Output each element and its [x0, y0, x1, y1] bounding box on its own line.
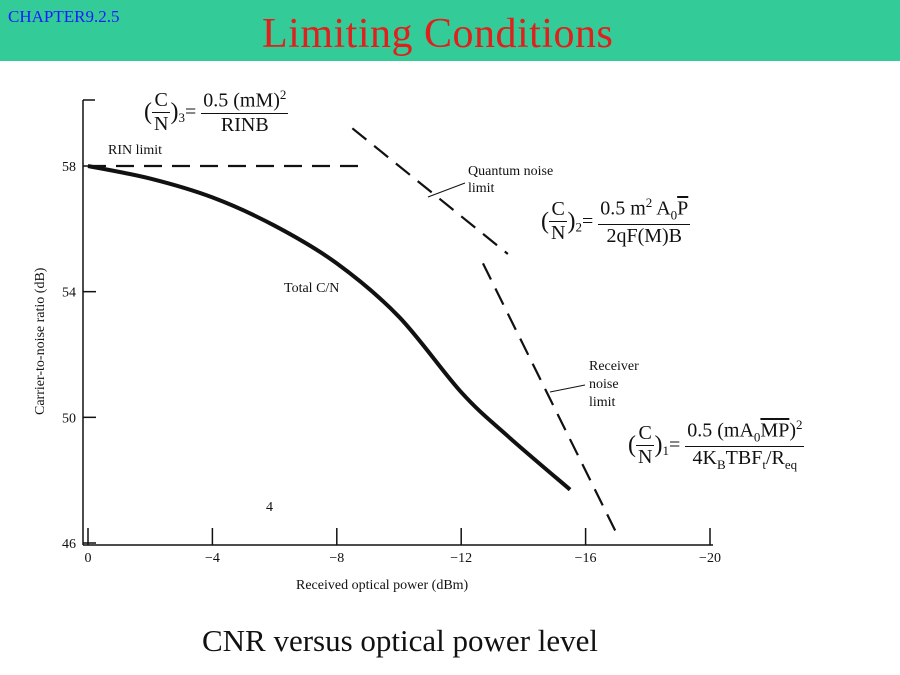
- figure-caption: CNR versus optical power level: [201, 623, 599, 658]
- cn-numerator: C: [152, 89, 171, 113]
- cn-denominator: N: [551, 222, 566, 245]
- rin-numerator: 0.5 (mM)2: [201, 87, 289, 114]
- formula-subscript: 3: [178, 109, 185, 125]
- receiver-noise-limit-line: [481, 262, 618, 535]
- y-axis-label: Carrier-to-noise ratio (dB): [33, 267, 48, 415]
- receiver-den-a: 4K: [692, 446, 717, 469]
- open-paren: (: [541, 208, 549, 235]
- close-paren: ): [654, 431, 663, 458]
- x-tick-label: −8: [329, 551, 344, 566]
- x-axis-label: Received optical power (dBm): [296, 578, 469, 593]
- y-tick-label: 54: [62, 286, 76, 301]
- receiver-den-sub2: t: [762, 456, 766, 472]
- equals-sign: =: [581, 210, 594, 233]
- cn-denominator: N: [638, 445, 653, 468]
- receiver-den-c: /R: [765, 446, 785, 469]
- formula-receiver: (C N)1= 0.5 (mA0MP)2 4KBTBFt/Req: [628, 417, 805, 473]
- quantum-num-a: 0.5 m: [600, 197, 646, 220]
- receiver-numerator: 0.5 (mA0MP)2: [685, 417, 805, 447]
- quantum-numerator: 0.5 m2 A0P: [598, 195, 691, 225]
- receiver-num-c: ): [789, 419, 796, 442]
- open-paren: (: [628, 431, 636, 458]
- receiver-leader-line: [549, 384, 586, 393]
- x-tick-label: −20: [699, 551, 721, 566]
- quantum-label-line1: Quantum noise: [468, 164, 553, 179]
- y-tick-label: 50: [62, 411, 76, 426]
- header-banner: [0, 0, 900, 61]
- receiver-num-sup: 2: [795, 417, 803, 432]
- total-c-n-line: [87, 164, 572, 492]
- total-cn-label: Total C/N: [284, 281, 339, 296]
- receiver-den-sub3: eq: [784, 456, 798, 472]
- quantum-num-power: P: [677, 197, 689, 220]
- rin-limit-label: RIN limit: [108, 143, 162, 158]
- formula-quantum: (C N)2= 0.5 m2 A0P 2qF(M)B: [541, 195, 691, 248]
- receiver-denominator: 4KBTBFt/Req: [685, 447, 804, 473]
- rin-denominator: RINB: [220, 113, 269, 136]
- quantum-num-sup: 2: [645, 195, 653, 210]
- y-tick-label: 46: [62, 537, 76, 552]
- equals-sign: =: [668, 433, 681, 456]
- receiver-label-line2: noise: [589, 377, 619, 392]
- receiver-num-sub: 0: [753, 429, 761, 445]
- formula-subscript: 2: [575, 219, 582, 235]
- close-paren: ): [170, 98, 179, 125]
- chapter-label: CHAPTER9.2.5: [8, 7, 120, 26]
- x-tick-label: −16: [575, 551, 597, 566]
- chart-series: [87, 127, 618, 535]
- open-paren: (: [144, 98, 152, 125]
- formula-rin: (C N)3= 0.5 (mM)2 RINB: [144, 87, 289, 137]
- quantum-expression: 0.5 m2 A0P 2qF(M)B: [598, 195, 691, 248]
- quantum-num-b: A: [652, 197, 671, 220]
- rin-num-text: 0.5 (mM): [203, 89, 280, 112]
- close-paren: ): [567, 208, 576, 235]
- cn-denominator: N: [154, 112, 169, 135]
- rin-num-sup: 2: [279, 87, 287, 102]
- x-tick-label: −12: [450, 551, 472, 566]
- quantum-leader-line: [427, 182, 466, 198]
- rin-expression: 0.5 (mM)2 RINB: [201, 87, 289, 137]
- quantum-denominator: 2qF(M)B: [606, 224, 683, 247]
- equals-sign: =: [184, 100, 197, 123]
- receiver-expression: 0.5 (mA0MP)2 4KBTBFt/Req: [685, 417, 805, 473]
- slide-title: Limiting Conditions: [262, 11, 614, 57]
- cn-numerator: C: [636, 422, 655, 446]
- stray-label: 4: [266, 500, 273, 515]
- receiver-num-power: MP: [760, 419, 790, 442]
- annotation-leaders: [427, 182, 586, 393]
- cn-numerator: C: [549, 198, 568, 223]
- receiver-den-b: TBF: [725, 446, 763, 469]
- formula-subscript: 1: [662, 442, 669, 458]
- quantum-label-line2: limit: [468, 181, 495, 196]
- chart-axes: [82, 99, 713, 546]
- axis-ticks: 0 −4 −8 −12 −16 −20 46 50 54 58: [62, 160, 721, 566]
- receiver-label-line3: limit: [589, 395, 616, 410]
- quantum-noise-limit-line: [351, 127, 509, 255]
- x-tick-label: −4: [205, 551, 220, 566]
- quantum-num-sub: 0: [670, 207, 678, 223]
- receiver-label-line1: Receiver: [589, 359, 639, 374]
- y-tick-label: 58: [62, 160, 76, 175]
- receiver-num-a: 0.5 (mA: [687, 419, 754, 442]
- x-tick-label: 0: [85, 551, 92, 566]
- receiver-den-sub1: B: [717, 456, 726, 472]
